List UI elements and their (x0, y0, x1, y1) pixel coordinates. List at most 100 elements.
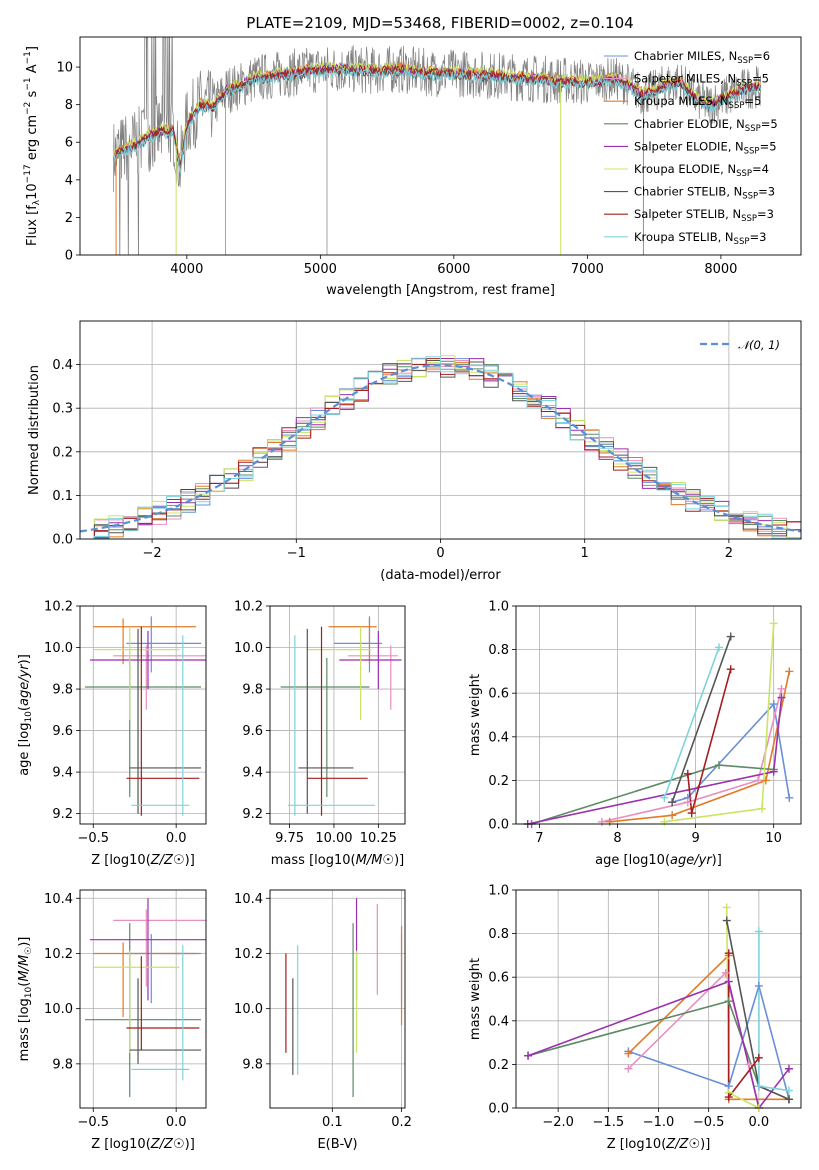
y-tick-label: 9.8 (242, 1057, 263, 1072)
mass_vs_ebv-frame (269, 889, 406, 1109)
legend-suffix: =6 (753, 49, 770, 63)
mw-marker-kroupa_stelib (754, 927, 763, 936)
mw-marker-salpeter_elodie (784, 1064, 793, 1073)
legend-sub: SSP (729, 101, 745, 111)
label-part: E(B-V) (317, 1137, 357, 1152)
mw-marker-kroupa_elodie (722, 903, 731, 912)
label-part: age/yr (17, 663, 32, 706)
mw-line-chabrier_miles (671, 702, 791, 803)
label-part: Normed distribution (27, 365, 42, 495)
legend-text: Chabrier STELIB, N (634, 185, 742, 199)
label-part: )] (17, 937, 32, 947)
legend-sub: SSP (737, 56, 753, 66)
label-part: ( (17, 982, 32, 987)
label-part: ( (146, 1137, 151, 1152)
mw-marker-chabrier_stelib (668, 798, 677, 807)
mw-line-kroupa_stelib (758, 931, 790, 1092)
legend-suffix: =5 (761, 117, 778, 131)
y-tick-label: 10.2 (234, 600, 263, 615)
mass_vs_ebv-plot-area (285, 898, 403, 1097)
label-part: )] (185, 853, 195, 868)
x-tick-label: 8 (613, 831, 621, 846)
mw-line-kroupa_miles (609, 671, 791, 823)
y-tick-label: 10.4 (44, 892, 73, 907)
x-tick-label: 6000 (437, 262, 470, 277)
x-tick-label: −1 (287, 546, 306, 561)
x-axis-label: mass [log10(M/M☉)] (271, 853, 404, 868)
y-tick-label: 10 (56, 61, 73, 76)
label-part: wavelength [Angstrom, rest frame] (326, 283, 555, 298)
spectrum-plot-area (112, 37, 762, 255)
legend-suffix: =3 (758, 185, 775, 199)
y-tick-label: 6 (65, 136, 73, 151)
residual_hist-plot-area (80, 355, 801, 539)
y-tick-label: 10.2 (234, 947, 263, 962)
mw-marker-salpeter_stelib (724, 1093, 733, 1102)
mw-marker-chabrier_miles (754, 981, 763, 990)
x-axis-label: age [log10(age/yr)] (595, 853, 722, 868)
mw-marker-salpeter_miles (744, 1060, 753, 1069)
label-part: age [log (595, 853, 648, 868)
y-tick-label: 9.4 (52, 766, 73, 781)
label-part: ☉ (173, 1137, 185, 1152)
y-tick-label: 9.2 (52, 807, 73, 822)
y-tick-label: 1.0 (488, 884, 509, 899)
y-tick-label: 8 (65, 98, 73, 113)
x-tick-label: 4000 (170, 262, 203, 277)
y-axis-label: mass [log10(M/M☉)] (17, 937, 34, 1062)
legend-suffix: =5 (752, 72, 769, 86)
x-tick-label: 7 (535, 831, 543, 846)
label-part: M/M (356, 853, 383, 868)
x-tick-label: 10.25 (360, 831, 397, 846)
y-axis-label: mass weight (468, 674, 483, 756)
x-tick-label: −2.0 (542, 1115, 574, 1130)
mass_vs_ebv-axes: 0.1 0.2 9.8 10.0 10.2 10.4 E(B-V) (234, 889, 412, 1152)
y-tick-label: 0.2 (52, 445, 73, 460)
x-tick-label: 9.75 (275, 831, 304, 846)
legend-text: Kroupa ELODIE, N (634, 162, 736, 176)
legend-suffix: =5 (744, 94, 761, 108)
y-tick-label: 10.0 (234, 1002, 263, 1017)
label-part: )] (185, 1137, 195, 1152)
label-part: ☉ (24, 947, 34, 955)
x-tick-label: 0.0 (166, 831, 187, 846)
x-tick-label: 10.00 (315, 831, 352, 846)
mw-marker-salpeter_stelib (724, 949, 733, 958)
legend-sub: SSP (734, 237, 750, 247)
y-tick-label: 0.2 (488, 1058, 509, 1073)
mw-marker-chabrier_stelib (726, 632, 735, 641)
legend-text: Chabrier MILES, N (634, 49, 737, 63)
label-part: Z [log (607, 1137, 645, 1152)
residual_hist-axes: −2 −1 0 1 2 0.0 0.1 0.2 0.3 0.4 (data-model)/error… (27, 320, 802, 583)
label-part: Z [log (91, 853, 129, 868)
mw-marker-salpeter_stelib (754, 1053, 763, 1062)
y-tick-label: 0.0 (52, 533, 73, 548)
legend-label-kroupa_elodie: Kroupa ELODIE, NSSP=4 (634, 162, 769, 179)
x-tick-label: 8000 (704, 262, 737, 277)
label-part: ( (661, 1137, 666, 1152)
mw-line-chabrier_miles (628, 982, 790, 1100)
mw-marker-salpeter_miles (597, 817, 606, 826)
legend-sub: SSP (741, 214, 757, 224)
x-axis-label: (data-model)/error (380, 568, 501, 583)
legend-label-salpeter_elodie: Salpeter ELODIE, NSSP=5 (634, 139, 777, 156)
legend-sub: SSP (744, 146, 760, 156)
spectrum-axes: 4000 5000 6000 7000 8000 0 2 4 6 8 10 wavelength [A… (23, 36, 802, 298)
y-tick-label: 9.8 (52, 683, 73, 698)
age_vs_Z-frame (79, 605, 207, 825)
y-axis-label: age [log10(age/yr)] (17, 654, 34, 776)
mw-marker-kroupa_miles (785, 667, 794, 676)
hist-step-kroupa_stelib (80, 356, 801, 539)
label-part: ( (17, 706, 32, 711)
massweight_vs_Z-axes: −2.0 −1.5 −1.0 −0.5 0.0 0.0 0.2 0.4 0.6 0.8 1.0 Z [… (468, 884, 802, 1152)
mw-line-salpeter_miles (627, 971, 760, 1108)
label-part: 10 (25, 183, 40, 200)
mw-marker-salpeter_miles (683, 798, 692, 807)
mw-marker-chabrier_elodie (715, 761, 724, 770)
x-tick-label: −0.5 (77, 1115, 109, 1130)
mw-marker-chabrier_miles (785, 793, 794, 802)
mw-marker-kroupa_miles (761, 776, 770, 785)
label-part: −2 (23, 102, 33, 115)
